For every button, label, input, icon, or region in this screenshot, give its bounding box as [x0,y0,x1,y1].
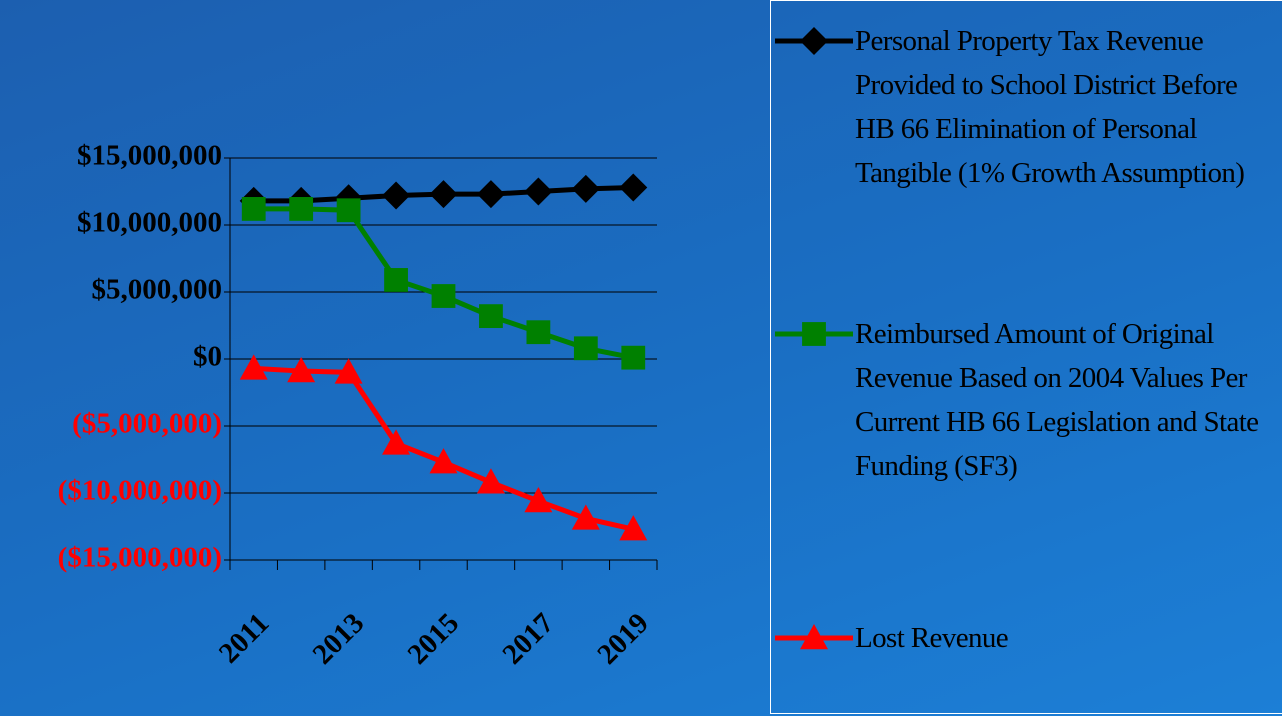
x-tick-label: 2011 [213,607,276,670]
legend-entry: Reimbursed Amount of Original Revenue Ba… [771,314,1282,488]
y-tick-label: ($5,000,000) [72,408,222,440]
y-tick-label: ($15,000,000) [58,542,222,574]
marker [619,173,648,202]
marker [429,180,458,209]
legend-label: Reimbursed Amount of Original Revenue Ba… [855,318,1259,482]
marker [241,197,266,221]
marker [619,515,648,541]
legend-entry: Lost Revenue [771,618,1282,660]
marker [571,174,600,203]
marker [800,624,828,650]
marker [289,197,314,221]
legend-label: Lost Revenue [855,622,1009,654]
marker [800,27,828,55]
legend-label: Personal Property Tax Revenue Provided t… [855,25,1245,189]
series-line [253,206,634,361]
marker [382,429,411,455]
legend: Personal Property Tax Revenue Provided t… [770,0,1282,714]
marker [429,448,458,474]
marker [524,177,553,206]
legend-key [775,322,853,346]
marker [239,354,268,380]
marker [621,345,646,370]
marker [479,304,503,329]
legend-entry: Personal Property Tax Revenue Provided t… [771,21,1282,195]
legend-key [775,624,853,650]
x-tick-label: 2019 [591,607,655,671]
x-tick-label: 2017 [496,607,560,671]
marker [336,198,361,223]
marker [334,358,363,384]
marker [524,487,553,513]
y-tick-label: $5,000,000 [92,274,223,306]
marker [573,336,598,361]
marker [476,180,505,209]
marker [802,322,826,346]
marker [571,504,600,530]
marker [526,320,551,345]
legend-key [775,27,853,55]
x-tick-label: 2015 [402,607,466,671]
y-tick-label: ($10,000,000) [58,475,222,507]
marker [431,284,456,308]
marker [476,468,505,494]
marker [287,357,316,383]
marker [382,181,411,210]
y-tick-label: $15,000,000 [77,140,222,172]
y-tick-label: $0 [193,341,222,373]
marker [384,268,408,292]
x-tick-label: 2013 [307,607,371,671]
y-tick-label: $10,000,000 [77,207,222,239]
